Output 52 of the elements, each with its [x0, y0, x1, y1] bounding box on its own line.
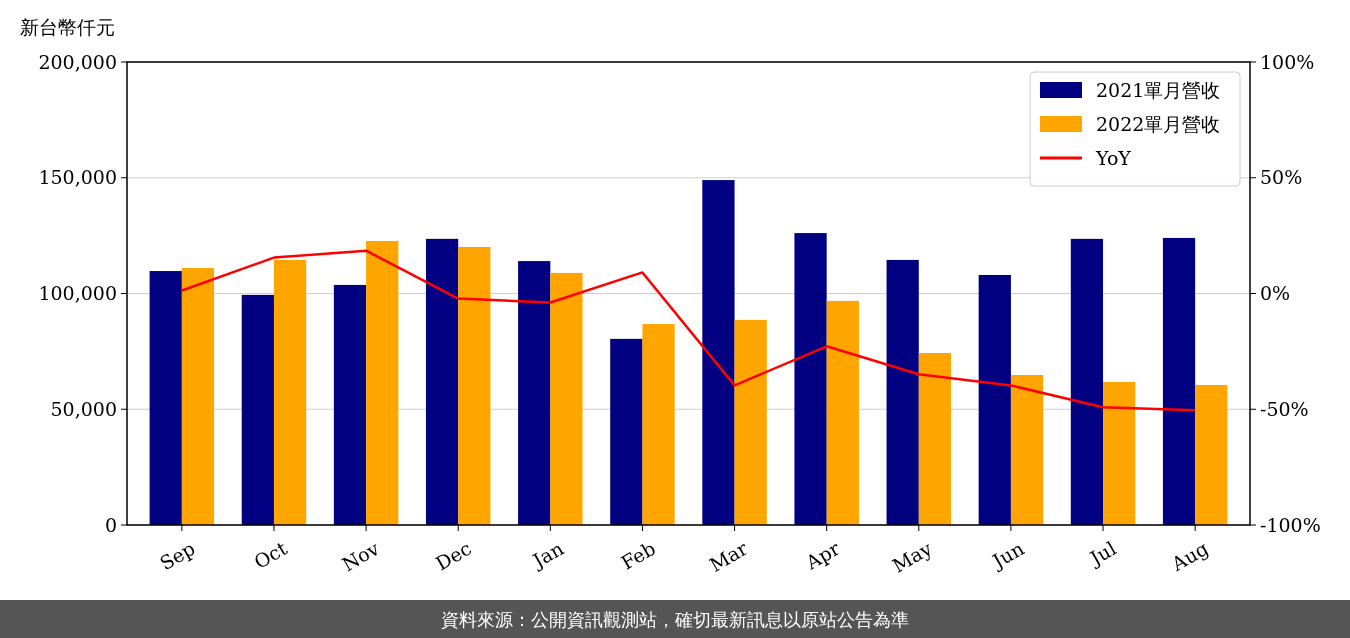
x-tick-label: May [888, 536, 936, 577]
y2-tick-label: -100% [1260, 513, 1321, 536]
bar [886, 259, 919, 525]
bar [425, 238, 459, 525]
x-tick-label: Nov [338, 536, 383, 576]
x-tick-label: Mar [705, 536, 752, 576]
y2-tick-label: 100% [1260, 50, 1315, 73]
y2-tick-label: -50% [1260, 397, 1309, 420]
y2-tick-label: 0% [1260, 282, 1291, 305]
legend-label: 2022單月營收 [1096, 112, 1221, 135]
x-tick-label: Jan [527, 536, 567, 573]
y2-tick-label: 50% [1260, 166, 1303, 189]
bar [1195, 384, 1228, 525]
legend-label: YoY [1095, 146, 1132, 169]
bar [518, 261, 551, 525]
y-tick-label: 100,000 [38, 282, 117, 305]
bar [1010, 374, 1044, 525]
bar [149, 271, 182, 525]
bar [241, 294, 274, 525]
source-note: 資料來源：公開資訊觀測站，確切最新訊息以原站公告為準 [441, 609, 909, 631]
bar [181, 268, 215, 525]
bar [458, 246, 491, 525]
x-tick-label: Jul [1084, 536, 1120, 570]
bar [1103, 381, 1136, 525]
legend-label: 2021單月營收 [1096, 78, 1221, 101]
x-tick-label: Dec [431, 536, 475, 575]
bar [273, 259, 307, 525]
y-tick-label: 0 [104, 513, 117, 536]
bar [734, 319, 767, 525]
bar [826, 300, 859, 525]
bar [333, 284, 367, 525]
bar [794, 233, 827, 525]
bar [610, 338, 643, 525]
bar [550, 272, 583, 525]
x-tick-label: Aug [1166, 536, 1212, 576]
y-tick-label: 50,000 [50, 397, 117, 420]
x-tick-label: Feb [617, 536, 660, 574]
x-tick-label: Apr [801, 536, 845, 574]
line-series [180, 249, 1197, 412]
bar [918, 353, 952, 525]
x-tick-label: Oct [250, 536, 291, 573]
x-tick-label: Sep [155, 536, 199, 575]
bar [1070, 238, 1104, 525]
bar [702, 180, 735, 525]
bar [978, 274, 1011, 525]
bar [1162, 237, 1196, 525]
bar [366, 240, 399, 525]
y-tick-label: 200,000 [38, 50, 117, 73]
bar [642, 324, 675, 525]
x-tick-label: Jun [987, 536, 1028, 574]
y-axis-title: 新台幣仟元 [20, 16, 115, 38]
y-tick-label: 150,000 [38, 166, 117, 189]
